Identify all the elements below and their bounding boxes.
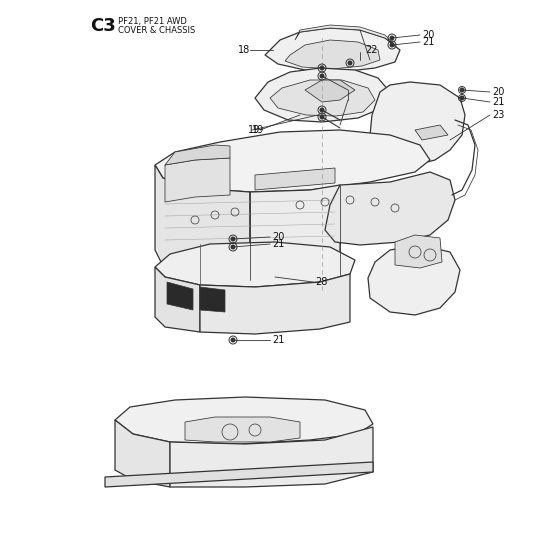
Polygon shape <box>255 68 390 122</box>
Circle shape <box>460 87 464 92</box>
Circle shape <box>231 245 236 250</box>
Polygon shape <box>395 235 442 268</box>
Circle shape <box>231 338 236 343</box>
Polygon shape <box>370 82 465 165</box>
Polygon shape <box>250 185 340 280</box>
Polygon shape <box>165 145 230 165</box>
Polygon shape <box>165 158 230 202</box>
Text: COVER & CHASSIS: COVER & CHASSIS <box>118 26 195 35</box>
Text: 20: 20 <box>422 30 435 40</box>
Polygon shape <box>415 125 448 140</box>
Circle shape <box>320 66 324 71</box>
Text: 21: 21 <box>272 335 284 345</box>
Polygon shape <box>155 165 250 280</box>
Text: 20: 20 <box>272 232 284 242</box>
Polygon shape <box>167 282 193 310</box>
Text: C3: C3 <box>90 17 116 35</box>
Text: 19: 19 <box>248 125 260 135</box>
Text: 18: 18 <box>238 45 250 55</box>
Text: 21: 21 <box>272 239 284 249</box>
Text: 22: 22 <box>365 45 377 55</box>
Text: 20: 20 <box>492 87 505 97</box>
Polygon shape <box>185 417 300 442</box>
Circle shape <box>231 236 236 241</box>
Polygon shape <box>115 420 170 487</box>
Polygon shape <box>200 287 225 312</box>
Polygon shape <box>368 245 460 315</box>
Text: PF21, PF21 AWD: PF21, PF21 AWD <box>118 17 187 26</box>
Circle shape <box>320 73 324 78</box>
Circle shape <box>390 43 394 48</box>
Polygon shape <box>285 40 380 69</box>
Polygon shape <box>200 274 350 334</box>
Text: 21: 21 <box>422 37 435 47</box>
Polygon shape <box>325 172 455 245</box>
Polygon shape <box>105 462 373 487</box>
Circle shape <box>348 60 352 66</box>
Polygon shape <box>295 25 395 45</box>
Circle shape <box>320 108 324 113</box>
Polygon shape <box>155 242 355 287</box>
Polygon shape <box>115 397 373 444</box>
Polygon shape <box>155 130 430 192</box>
Polygon shape <box>210 264 255 284</box>
Circle shape <box>320 114 324 119</box>
Text: 23: 23 <box>492 110 505 120</box>
Polygon shape <box>255 168 335 190</box>
Polygon shape <box>170 427 373 487</box>
Text: 28: 28 <box>315 277 328 287</box>
Polygon shape <box>305 80 355 102</box>
Polygon shape <box>265 28 400 72</box>
Polygon shape <box>270 80 375 116</box>
Text: 19: 19 <box>252 125 264 135</box>
Circle shape <box>390 35 394 40</box>
Circle shape <box>460 96 464 100</box>
Text: 21: 21 <box>492 97 505 107</box>
Polygon shape <box>155 267 200 332</box>
